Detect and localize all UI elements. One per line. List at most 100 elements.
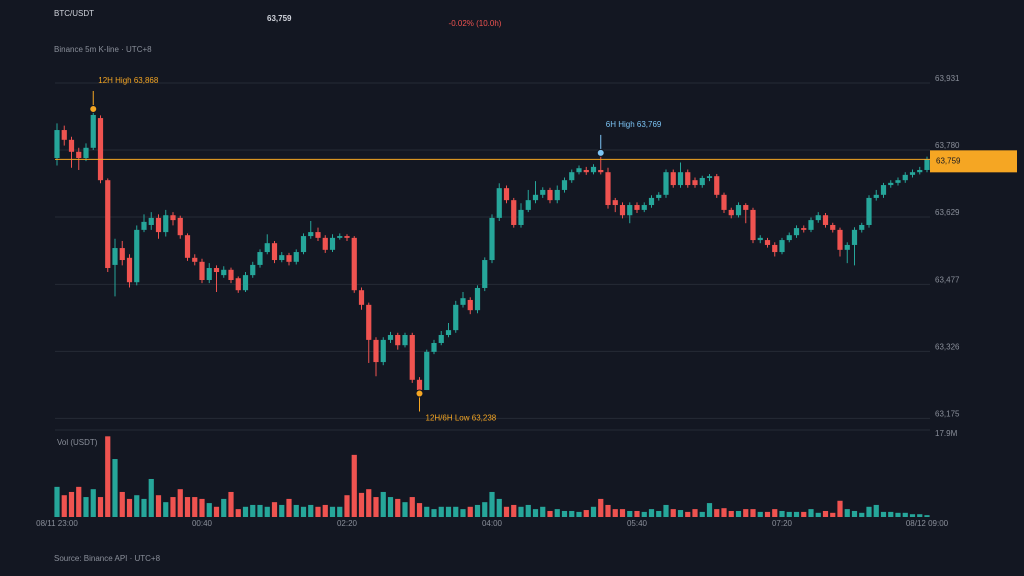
candle-body — [902, 174, 908, 181]
candle-body — [112, 248, 118, 265]
candle-body — [844, 244, 850, 250]
candle-body — [206, 268, 212, 280]
candle-body — [351, 237, 357, 291]
volume-bar — [721, 508, 727, 517]
candle-body — [380, 339, 386, 363]
candle-body — [895, 180, 901, 183]
volume-bar — [315, 506, 321, 517]
candle-body — [148, 217, 154, 225]
volume-bar — [888, 511, 894, 517]
volume-bar — [380, 491, 386, 517]
candle-body — [460, 298, 466, 305]
volume-bar — [300, 506, 307, 517]
candle-body — [235, 278, 241, 291]
candle-body — [656, 194, 662, 198]
volume-bar — [467, 506, 473, 517]
candle-body — [888, 182, 894, 186]
volume-bar — [743, 509, 749, 517]
candle-body — [409, 335, 415, 380]
candle-body — [721, 194, 727, 210]
candle-body — [279, 255, 285, 261]
volume-bar — [271, 502, 278, 517]
volume-bar — [728, 510, 734, 517]
candle-body — [786, 235, 792, 241]
candle-body — [126, 257, 133, 283]
volume-bar — [612, 509, 618, 517]
volume-bar — [351, 454, 357, 517]
volume-bar — [801, 511, 807, 517]
volume-bar — [627, 510, 633, 517]
volume-bar — [909, 514, 916, 517]
volume-bar — [61, 495, 67, 517]
volume-bar — [366, 489, 372, 517]
candle-body — [511, 200, 517, 225]
x-tick-label: 02:20 — [337, 519, 358, 528]
candle-body — [221, 269, 227, 276]
volume-bar — [416, 503, 423, 517]
candle-body — [329, 237, 336, 250]
candle-body — [402, 335, 408, 346]
candle-body — [213, 268, 220, 273]
volume-bar — [163, 502, 169, 517]
x-tick-label: 07:20 — [772, 519, 793, 528]
candle-body — [728, 209, 734, 216]
candle-body — [250, 264, 256, 276]
candle-body — [257, 252, 263, 265]
candle-body — [554, 189, 560, 201]
volume-bar — [583, 510, 589, 517]
volume-bar — [532, 509, 539, 517]
volume-bar — [576, 511, 582, 517]
candle-body — [735, 205, 742, 216]
candle-body — [300, 236, 307, 253]
candle-body — [663, 172, 669, 195]
candle-body — [634, 205, 640, 210]
candle-body — [518, 209, 524, 225]
y-tick-label: 63,931 — [935, 74, 960, 83]
candle-body — [496, 188, 502, 218]
annotation-label: 12H/6H Low 63,238 — [426, 414, 497, 423]
price-change: -0.02% (10.0h) — [449, 19, 502, 28]
volume-bar — [605, 504, 611, 517]
candle-body — [598, 169, 604, 173]
annotation-label: 6H High 63,769 — [606, 120, 662, 129]
candle-body — [866, 197, 872, 225]
candle-body — [822, 215, 829, 225]
volume-bar — [518, 506, 524, 517]
candle-body — [90, 114, 96, 148]
volume-bar — [68, 491, 75, 517]
volume-bar — [866, 506, 872, 517]
candle-body — [453, 304, 459, 331]
candle-body — [192, 257, 198, 262]
volume-bar — [322, 504, 328, 517]
volume-bar — [656, 510, 662, 517]
candle-body — [670, 172, 676, 186]
volume-bar — [293, 504, 299, 517]
volume-bar — [228, 491, 234, 517]
y-tick-label: 63,629 — [935, 208, 960, 217]
volume-bar — [924, 515, 930, 517]
volume-bar — [184, 497, 191, 517]
candle-body — [467, 299, 473, 311]
candle-body — [387, 335, 394, 340]
volume-bar — [279, 504, 285, 517]
volume-bar — [482, 502, 488, 517]
annotation-marker — [415, 389, 424, 398]
candle-body — [851, 229, 858, 245]
volume-bar — [750, 509, 756, 517]
candle-body — [880, 185, 887, 195]
candle-body — [503, 188, 510, 201]
volume-bar — [706, 503, 713, 517]
candle-body — [373, 339, 379, 363]
candle-body — [155, 217, 162, 233]
volume-bar — [779, 510, 785, 517]
volume-bar — [757, 511, 763, 517]
volume-tick-label: 17.9M — [935, 429, 958, 438]
candle-body — [677, 172, 684, 186]
volume-bar — [76, 486, 82, 517]
candle-body — [177, 217, 183, 236]
candle-body — [337, 236, 343, 238]
candle-body — [627, 205, 633, 216]
volume-bar — [453, 506, 459, 517]
volume-bar — [692, 509, 698, 517]
